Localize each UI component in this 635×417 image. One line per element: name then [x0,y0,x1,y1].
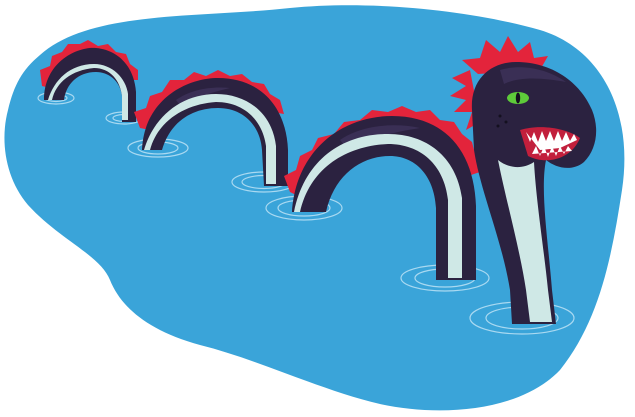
serpent-hump-1 [40,40,138,122]
neck-belly [498,160,552,322]
serpent-hump-2 [134,70,288,186]
dot [496,124,500,128]
nostril-dots [496,114,508,128]
teeth [526,131,577,157]
serpent-hump-3 [284,106,480,280]
neck-stripe [500,67,566,84]
serpent-neck-head [450,36,597,324]
dot [504,120,508,124]
pupil [515,92,521,104]
hump-body [44,47,136,122]
dot [498,114,502,118]
hump-spikes [40,40,138,88]
